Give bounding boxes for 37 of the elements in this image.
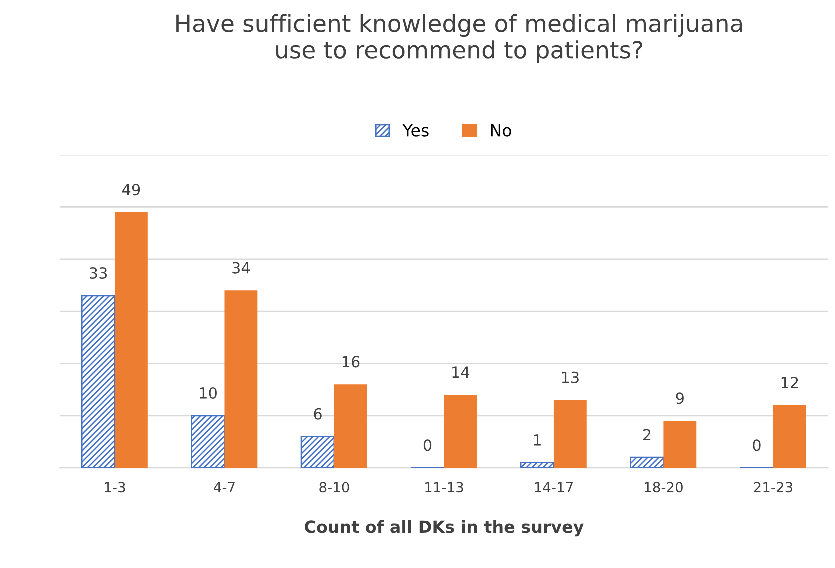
bar (520, 462, 555, 468)
bar (191, 415, 226, 468)
data-label: 9 (676, 392, 684, 404)
bar (81, 295, 116, 468)
data-label: 6 (314, 408, 322, 420)
bar (114, 212, 148, 468)
data-label: 16 (342, 356, 360, 368)
data-label: 33 (90, 267, 108, 280)
legend-label: No (491, 124, 512, 137)
bar (444, 395, 478, 468)
bar (334, 384, 368, 468)
x-tick-label: 21-23 (754, 482, 793, 493)
bar (300, 436, 336, 468)
data-label: 2 (644, 429, 651, 441)
bar (773, 405, 806, 468)
data-label: 34 (232, 262, 250, 274)
data-label: 0 (424, 440, 432, 452)
x-tick-label: 18-20 (645, 482, 683, 493)
bar (664, 421, 697, 468)
data-label: 13 (562, 372, 579, 384)
x-axis-title: Count of all DKs in the survey (305, 520, 584, 537)
x-tick-label: 11-13 (426, 482, 464, 493)
data-label: 10 (200, 387, 217, 400)
data-label: 1 (534, 434, 541, 446)
bar (630, 456, 664, 468)
legend-label: Yes (402, 124, 429, 137)
x-tick-label: 8-10 (320, 482, 350, 493)
data-label: 14 (452, 366, 470, 378)
x-tick-label: 4-7 (214, 482, 235, 492)
bar (224, 290, 258, 468)
x-tick-label: 1-3 (105, 482, 126, 493)
bar (554, 400, 587, 468)
data-label: 49 (122, 184, 140, 196)
chart-title: Have sufficient knowledge of medical marijuana use to recommend to patients? (176, 14, 742, 64)
data-label: 12 (782, 377, 798, 388)
x-tick-label: 14-17 (535, 482, 573, 492)
data-label: 0 (753, 440, 761, 452)
